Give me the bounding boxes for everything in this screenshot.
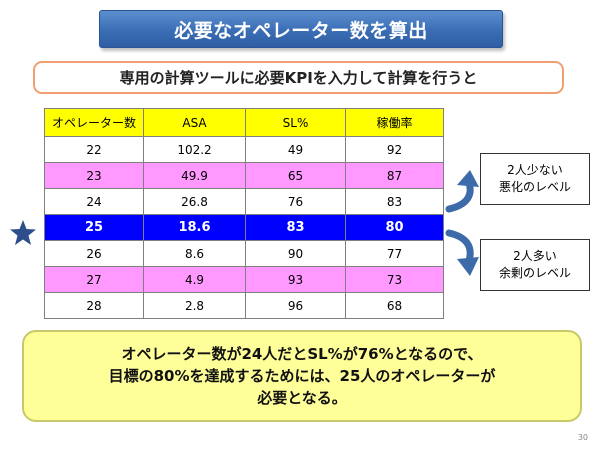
table-cell: 83 <box>345 188 444 215</box>
slide-title: 必要なオペレーター数を算出 <box>99 10 503 48</box>
table-cell: 28 <box>44 292 144 319</box>
table-header-row: オペレーター数 ASA SL% 稼働率 <box>44 108 444 137</box>
curved-arrow-down-icon <box>445 229 479 276</box>
table-cell: 102.2 <box>143 136 246 163</box>
table-cell: 68 <box>345 292 444 319</box>
column-header-occupancy: 稼働率 <box>345 108 444 137</box>
table-row: 22 102.2 49 92 <box>44 136 444 163</box>
table-cell: 65 <box>245 162 346 189</box>
table-cell: 77 <box>345 240 444 267</box>
page-number: 30 <box>577 433 588 442</box>
table-cell: 18.6 <box>143 214 246 241</box>
table-cell: 80 <box>345 214 444 241</box>
table-cell: 25 <box>44 214 144 241</box>
table-cell: 49.9 <box>143 162 246 189</box>
callout-line: 余剰のレベル <box>498 266 571 280</box>
callout-fewer-operators: 2人少ない 悪化のレベル <box>480 153 590 205</box>
star-icon <box>10 220 36 245</box>
table-cell: 90 <box>245 240 346 267</box>
table-cell: 22 <box>44 136 144 163</box>
column-header-operators: オペレーター数 <box>44 108 144 137</box>
table-cell: 93 <box>245 266 346 293</box>
table-cell: 8.6 <box>143 240 246 267</box>
conclusion-line: オペレーター数が24人だとSL%が76%となるので、 <box>121 345 483 363</box>
table-cell: 76 <box>245 188 346 215</box>
table-cell: 87 <box>345 162 444 189</box>
table-cell: 83 <box>245 214 346 241</box>
callout-line: 悪化のレベル <box>498 180 571 194</box>
table-cell: 26 <box>44 240 144 267</box>
table-cell: 96 <box>245 292 346 319</box>
kpi-table: オペレーター数 ASA SL% 稼働率 22 102.2 49 92 23 49… <box>44 108 444 319</box>
table-cell: 2.8 <box>143 292 246 319</box>
table-cell: 73 <box>345 266 444 293</box>
table-cell: 49 <box>245 136 346 163</box>
table-cell: 23 <box>44 162 144 189</box>
curved-arrow-up-icon <box>445 170 479 213</box>
table-cell: 4.9 <box>143 266 246 293</box>
table-row: 27 4.9 93 73 <box>44 266 444 293</box>
table-row: 24 26.8 76 83 <box>44 188 444 215</box>
column-header-asa: ASA <box>143 108 246 137</box>
callout-line: 2人多い <box>513 249 557 263</box>
column-header-sl: SL% <box>245 108 346 137</box>
table-row: 26 8.6 90 77 <box>44 240 444 267</box>
table-cell: 92 <box>345 136 444 163</box>
callout-more-operators: 2人多い 余剰のレベル <box>480 239 590 291</box>
conclusion-line: 目標の80%を達成するためには、25人のオペレーターが <box>108 367 496 385</box>
conclusion-line: 必要となる。 <box>257 389 347 407</box>
conclusion-box: オペレーター数が24人だとSL%が76%となるので、 目標の80%を達成するため… <box>22 330 582 422</box>
table-row: 28 2.8 96 68 <box>44 292 444 319</box>
table-cell: 27 <box>44 266 144 293</box>
table-row: 23 49.9 65 87 <box>44 162 444 189</box>
table-cell: 24 <box>44 188 144 215</box>
subtitle-box: 専用の計算ツールに必要KPIを入力して計算を行うと <box>33 61 564 94</box>
callout-line: 2人少ない <box>507 163 563 177</box>
table-cell: 26.8 <box>143 188 246 215</box>
table-row-highlighted: 25 18.6 83 80 <box>44 214 444 241</box>
